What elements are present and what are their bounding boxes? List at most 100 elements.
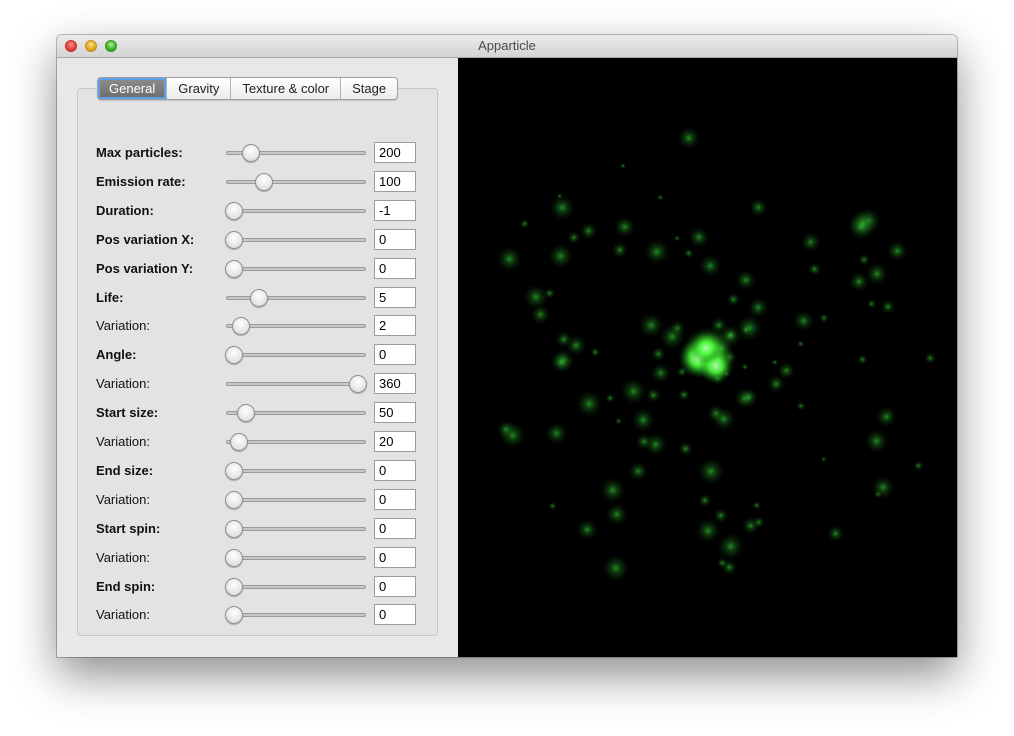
particle (800, 232, 821, 253)
particle (547, 243, 574, 269)
param-value-field[interactable]: 0 (374, 459, 416, 481)
param-value-field[interactable]: 0 (374, 575, 416, 597)
param-label: Angle: (96, 347, 137, 363)
param-value-field[interactable]: 50 (374, 402, 416, 424)
particle (698, 493, 712, 508)
param-row: Variation: 0 (57, 544, 457, 572)
param-slider-track[interactable] (226, 526, 366, 531)
particle (550, 351, 572, 374)
param-label: Max particles: (96, 145, 183, 160)
param-slider-track[interactable] (226, 324, 366, 329)
param-slider-thumb[interactable] (225, 548, 243, 567)
param-slider-track[interactable] (226, 353, 366, 358)
param-value-field[interactable]: 0 (374, 517, 416, 539)
tab-general[interactable]: General (98, 78, 167, 99)
param-slider-thumb[interactable] (225, 577, 243, 596)
param-slider-track[interactable] (226, 266, 366, 271)
particle (496, 246, 523, 272)
param-slider-track[interactable] (226, 208, 366, 213)
param-slider-track[interactable] (226, 497, 366, 502)
param-value-field[interactable]: 0 (374, 228, 416, 250)
particle (771, 358, 779, 367)
param-slider-thumb[interactable] (225, 490, 243, 509)
param-row: Pos variation X: 0 (57, 226, 457, 254)
tab-texture-color[interactable]: Texture & color (230, 78, 340, 99)
param-slider-thumb[interactable] (349, 375, 367, 394)
close-window-button[interactable] (65, 40, 77, 52)
param-value-field[interactable]: 0 (374, 344, 416, 366)
param-slider-thumb[interactable] (237, 404, 256, 423)
param-slider-track[interactable] (226, 440, 366, 444)
param-value-field[interactable]: 0 (374, 257, 416, 279)
param-label: Variation: (96, 318, 150, 334)
particle (677, 388, 691, 402)
param-slider-thumb[interactable] (225, 461, 243, 480)
param-slider-track[interactable] (226, 468, 366, 473)
param-slider-track[interactable] (226, 151, 366, 155)
param-slider-thumb[interactable] (232, 317, 251, 336)
param-slider-thumb[interactable] (249, 288, 268, 307)
particle (818, 313, 830, 324)
param-value-field[interactable]: 0 (374, 604, 416, 626)
param-slider-track[interactable] (226, 237, 366, 242)
particle (650, 362, 671, 384)
param-value-field[interactable]: 100 (374, 170, 416, 192)
param-value-field[interactable]: 200 (374, 142, 416, 163)
param-value-field[interactable]: 0 (374, 546, 416, 568)
param-value-field[interactable]: 0 (374, 488, 416, 510)
param-label: Duration: (96, 202, 154, 218)
particle (697, 457, 725, 486)
param-slider-thumb[interactable] (225, 346, 243, 365)
particle (739, 387, 759, 407)
particle (602, 554, 630, 582)
particle (656, 193, 664, 201)
param-label: Emission rate: (96, 173, 186, 189)
param-slider-thumb[interactable] (254, 172, 273, 191)
particle (777, 361, 796, 380)
param-slider-thumb[interactable] (225, 606, 243, 625)
param-row: Variation: 20 (57, 428, 457, 456)
param-slider-thumb[interactable] (229, 433, 248, 451)
param-slider-thumb[interactable] (242, 144, 261, 162)
param-slider-track[interactable] (226, 295, 366, 300)
particle (695, 518, 721, 544)
minimize-window-button[interactable] (85, 40, 97, 52)
particle (576, 518, 598, 541)
param-value-field[interactable]: 20 (374, 431, 416, 452)
param-row: Emission rate: 100 (57, 168, 457, 196)
param-slider-thumb[interactable] (225, 201, 243, 220)
particle (619, 162, 627, 170)
param-slider-track[interactable] (226, 382, 366, 387)
param-row: Angle: 0 (57, 341, 457, 369)
particle (716, 557, 728, 569)
particle (567, 230, 581, 245)
param-slider-track[interactable] (226, 411, 366, 416)
param-value-field[interactable]: 2 (374, 315, 416, 337)
particle (659, 323, 686, 350)
param-slider-thumb[interactable] (225, 259, 243, 278)
param-slider-track[interactable] (226, 613, 366, 618)
param-slider-track[interactable] (226, 179, 366, 184)
particle (711, 407, 736, 431)
particle (740, 324, 752, 335)
particle (807, 262, 822, 277)
window-title: Apparticle (478, 38, 536, 53)
zoom-window-button[interactable] (105, 40, 117, 52)
param-value-field[interactable]: 360 (374, 373, 416, 395)
tab-gravity[interactable]: Gravity (166, 78, 230, 99)
particle (699, 254, 722, 278)
param-slider-thumb[interactable] (225, 519, 243, 538)
param-value-field[interactable]: -1 (374, 199, 416, 221)
tab-stage[interactable]: Stage (340, 78, 397, 99)
particle (544, 421, 568, 445)
param-slider-thumb[interactable] (225, 230, 243, 249)
title-bar[interactable]: Apparticle (57, 35, 957, 58)
param-slider-track[interactable] (226, 584, 366, 589)
particle-preview-canvas[interactable] (458, 58, 957, 657)
param-value-field[interactable]: 5 (374, 286, 416, 308)
particle (735, 269, 757, 291)
param-label: End size: (96, 462, 154, 478)
param-slider-track[interactable] (226, 555, 366, 560)
param-label: End spin: (96, 578, 156, 594)
particle (605, 393, 616, 404)
